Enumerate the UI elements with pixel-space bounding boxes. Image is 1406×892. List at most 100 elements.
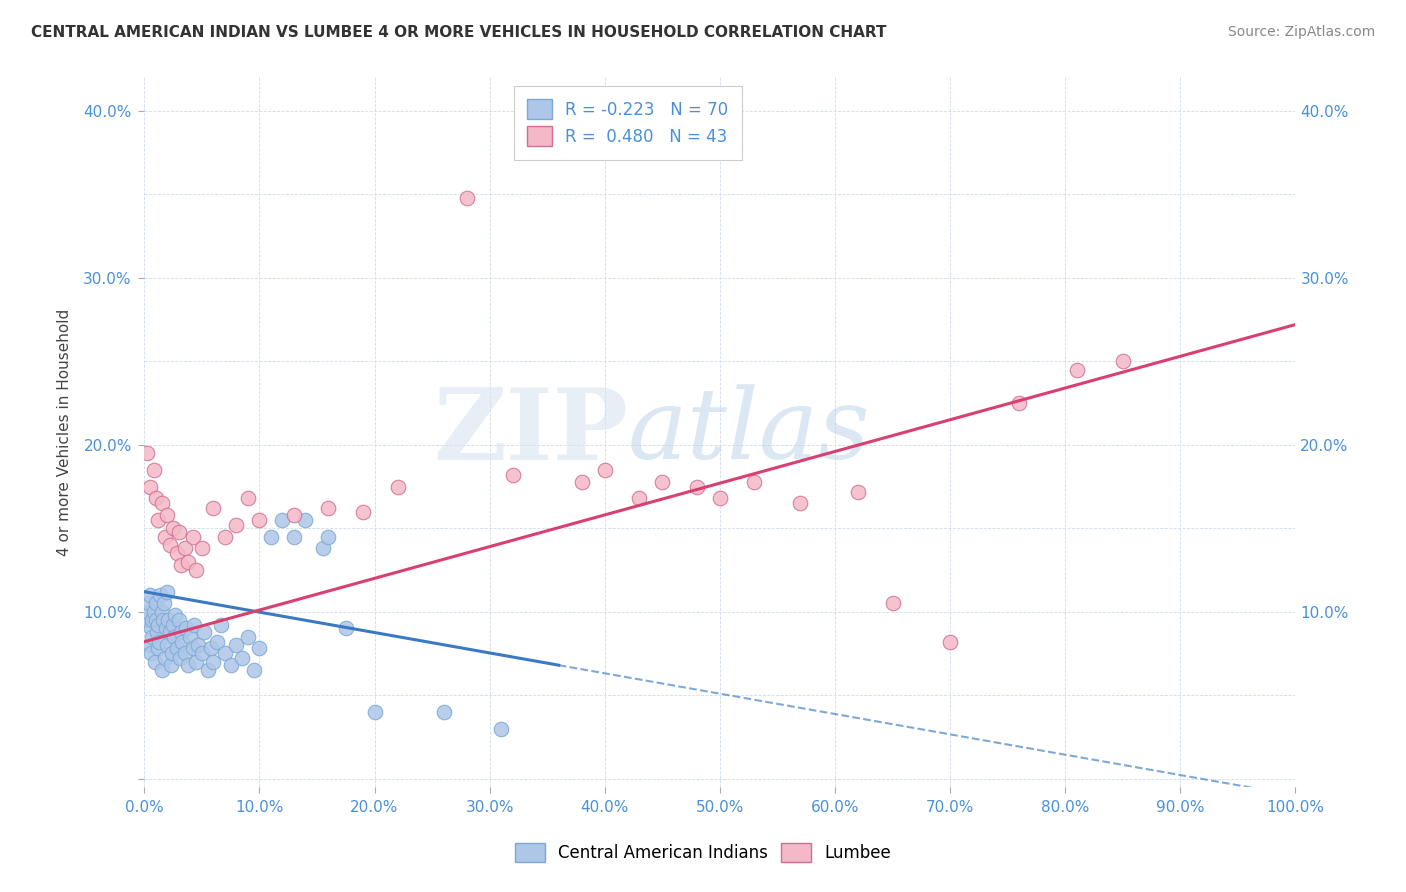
Point — [236, 491, 259, 506]
Point — [160, 647, 183, 661]
Point — [139, 479, 162, 493]
Point — [225, 517, 247, 532]
Point — [456, 191, 478, 205]
Point — [149, 588, 172, 602]
Point — [686, 479, 709, 493]
Point — [165, 608, 187, 623]
Point — [205, 635, 228, 649]
Point — [153, 596, 176, 610]
Point — [141, 622, 163, 636]
Point — [142, 463, 165, 477]
Point — [159, 658, 181, 673]
Point — [153, 530, 176, 544]
Point — [177, 555, 200, 569]
Point — [225, 638, 247, 652]
Point — [191, 541, 214, 556]
Point — [312, 541, 335, 556]
Point — [197, 663, 219, 677]
Point — [628, 491, 651, 506]
Point — [141, 613, 163, 627]
Point — [145, 491, 167, 506]
Point — [169, 651, 191, 665]
Point — [283, 530, 305, 544]
Point — [882, 596, 904, 610]
Point — [387, 479, 409, 493]
Point — [136, 605, 159, 619]
Point — [172, 635, 194, 649]
Point — [283, 508, 305, 522]
Point — [846, 484, 869, 499]
Point — [789, 496, 811, 510]
Point — [156, 638, 179, 652]
Point — [335, 622, 357, 636]
Point — [191, 647, 214, 661]
Point — [318, 530, 340, 544]
Point — [167, 524, 190, 539]
Point — [184, 655, 207, 669]
Point — [162, 618, 184, 632]
Point — [150, 663, 173, 677]
Point — [363, 705, 385, 719]
Point — [152, 613, 174, 627]
Point — [709, 491, 731, 506]
Point — [651, 475, 673, 489]
Point — [260, 530, 283, 544]
Point — [202, 655, 225, 669]
Point — [141, 630, 163, 644]
Point — [139, 588, 162, 602]
Point — [146, 618, 169, 632]
Point — [135, 613, 157, 627]
Point — [170, 558, 193, 572]
Point — [200, 641, 222, 656]
Point — [502, 467, 524, 482]
Point — [159, 538, 181, 552]
Point — [157, 613, 180, 627]
Point — [145, 596, 167, 610]
Point — [184, 563, 207, 577]
Point — [146, 624, 169, 639]
Point — [193, 624, 215, 639]
Point — [156, 508, 179, 522]
Point — [744, 475, 766, 489]
Text: atlas: atlas — [628, 384, 870, 480]
Point — [170, 624, 193, 639]
Point — [214, 647, 236, 661]
Point — [593, 463, 616, 477]
Point — [146, 513, 169, 527]
Text: ZIP: ZIP — [433, 384, 628, 481]
Point — [181, 530, 204, 544]
Point — [249, 641, 271, 656]
Point — [148, 635, 170, 649]
Point — [146, 641, 169, 656]
Point — [163, 630, 186, 644]
Point — [249, 513, 271, 527]
Point — [1066, 362, 1088, 376]
Point — [214, 530, 236, 544]
Point — [150, 496, 173, 510]
Point — [183, 618, 205, 632]
Point — [173, 647, 195, 661]
Point — [153, 651, 176, 665]
Point — [318, 501, 340, 516]
Y-axis label: 4 or more Vehicles in Household: 4 or more Vehicles in Household — [58, 309, 72, 556]
Point — [150, 605, 173, 619]
Point — [145, 613, 167, 627]
Point — [209, 618, 232, 632]
Point — [433, 705, 456, 719]
Text: CENTRAL AMERICAN INDIAN VS LUMBEE 4 OR MORE VEHICLES IN HOUSEHOLD CORRELATION CH: CENTRAL AMERICAN INDIAN VS LUMBEE 4 OR M… — [31, 25, 886, 40]
Point — [138, 596, 160, 610]
Point — [1112, 354, 1135, 368]
Point — [174, 622, 197, 636]
Point — [939, 635, 962, 649]
Point — [139, 638, 162, 652]
Point — [236, 630, 259, 644]
Legend: Central American Indians, Lumbee: Central American Indians, Lumbee — [506, 834, 900, 871]
Point — [166, 641, 188, 656]
Point — [571, 475, 593, 489]
Point — [162, 521, 184, 535]
Point — [231, 651, 253, 665]
Point — [173, 541, 195, 556]
Point — [179, 630, 201, 644]
Point — [294, 513, 316, 527]
Point — [135, 446, 157, 460]
